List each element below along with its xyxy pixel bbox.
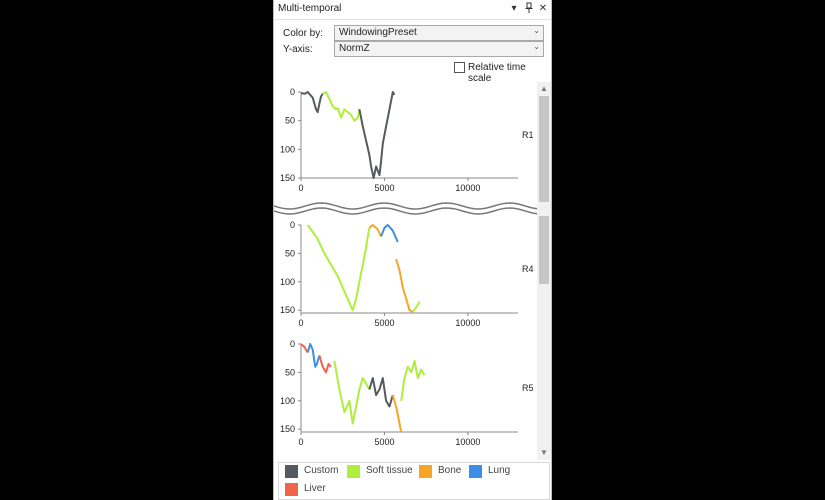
- series-line-liver: [300, 343, 309, 354]
- series-line-soft-tissue: [400, 360, 426, 401]
- break-separator: [274, 202, 551, 210]
- y-tick-label: 0: [290, 339, 295, 349]
- y-tick-label: 0: [290, 220, 295, 230]
- legend-swatch: [419, 465, 432, 478]
- x-tick-label: 5000: [374, 437, 394, 447]
- x-tick-label: 5000: [374, 183, 394, 193]
- scroll-down-icon[interactable]: ▼: [540, 448, 548, 457]
- legend: Custom Soft tissue Bone Lung Liver: [278, 462, 550, 500]
- scrollbar-thumb-lower[interactable]: [539, 216, 549, 284]
- dropdown-icon[interactable]: ▾: [511, 3, 517, 14]
- x-tick-label: 0: [298, 183, 303, 193]
- scrollbar-thumb-upper[interactable]: [539, 96, 549, 202]
- legend-swatch: [347, 465, 360, 478]
- legend-swatch: [285, 483, 298, 496]
- series-line-soft-tissue: [333, 360, 371, 425]
- break-separator: [274, 207, 551, 215]
- multi-temporal-panel: Multi-temporal ▾ ✕ Color by: WindowingPr…: [273, 0, 552, 500]
- y-tick-label: 50: [285, 116, 295, 126]
- x-tick-label: 10000: [455, 318, 480, 328]
- y-tick-label: 100: [280, 396, 295, 406]
- panel-title: Multi-temporal: [278, 3, 342, 14]
- y-axis-label: Y-axis:: [283, 44, 313, 55]
- legend-swatch: [469, 465, 482, 478]
- series-line-lung: [306, 343, 321, 368]
- color-by-value: WindowingPreset: [339, 27, 417, 38]
- series-line-soft-tissue: [306, 224, 371, 312]
- chevron-down-icon: ⌄: [533, 42, 540, 51]
- x-tick-label: 0: [298, 318, 303, 328]
- series-line-custom: [300, 91, 324, 114]
- scroll-up-icon[interactable]: ▲: [540, 84, 548, 93]
- legend-label: Liver: [304, 483, 326, 494]
- region-label: R4: [522, 264, 534, 274]
- region-label: R5: [522, 383, 534, 393]
- x-tick-label: 5000: [374, 318, 394, 328]
- chevron-down-icon: ⌄: [533, 26, 540, 35]
- close-icon[interactable]: ✕: [538, 3, 548, 14]
- relative-time-checkbox[interactable]: [454, 62, 465, 73]
- series-line-bone: [395, 258, 414, 313]
- color-by-select[interactable]: WindowingPreset ⌄: [334, 25, 544, 41]
- y-tick-label: 100: [280, 144, 295, 154]
- legend-label: Soft tissue: [366, 465, 413, 476]
- y-tick-label: 0: [290, 87, 295, 97]
- y-tick-label: 150: [280, 424, 295, 434]
- series-line-custom: [368, 377, 394, 408]
- legend-label: Bone: [438, 465, 462, 476]
- panel-titlebar: Multi-temporal ▾ ✕: [274, 0, 551, 20]
- series-line-soft-tissue: [322, 91, 361, 122]
- series-line-bone: [391, 394, 403, 433]
- y-tick-label: 50: [285, 248, 295, 258]
- y-axis-value: NormZ: [339, 43, 370, 54]
- y-tick-label: 50: [285, 367, 295, 377]
- vertical-scrollbar[interactable]: ▲ ▼: [537, 82, 551, 460]
- x-tick-label: 0: [298, 437, 303, 447]
- legend-swatch: [285, 465, 298, 478]
- charts-area: 0 5000 10000 0 50 100 150 R1 0 5000 10000 0 50 100 150…: [274, 82, 552, 460]
- x-tick-label: 10000: [455, 183, 480, 193]
- series-line-bone: [368, 224, 383, 237]
- series-line-custom: [358, 91, 396, 179]
- pin-icon[interactable]: [523, 2, 535, 16]
- legend-label: Lung: [488, 465, 511, 476]
- series-line-liver: [318, 355, 332, 374]
- y-tick-label: 150: [280, 173, 295, 183]
- region-label: R1: [522, 130, 534, 140]
- x-tick-label: 10000: [455, 437, 480, 447]
- y-axis-select[interactable]: NormZ ⌄: [334, 41, 544, 57]
- color-by-label: Color by:: [283, 28, 324, 39]
- relative-time-label[interactable]: Relative time scale: [468, 62, 526, 84]
- legend-label: Custom: [304, 465, 339, 476]
- series-line-soft-tissue: [411, 301, 421, 313]
- y-tick-label: 150: [280, 305, 295, 315]
- series-line-lung: [380, 224, 399, 243]
- y-tick-label: 100: [280, 277, 295, 287]
- pin-icon-glyph: [525, 2, 533, 13]
